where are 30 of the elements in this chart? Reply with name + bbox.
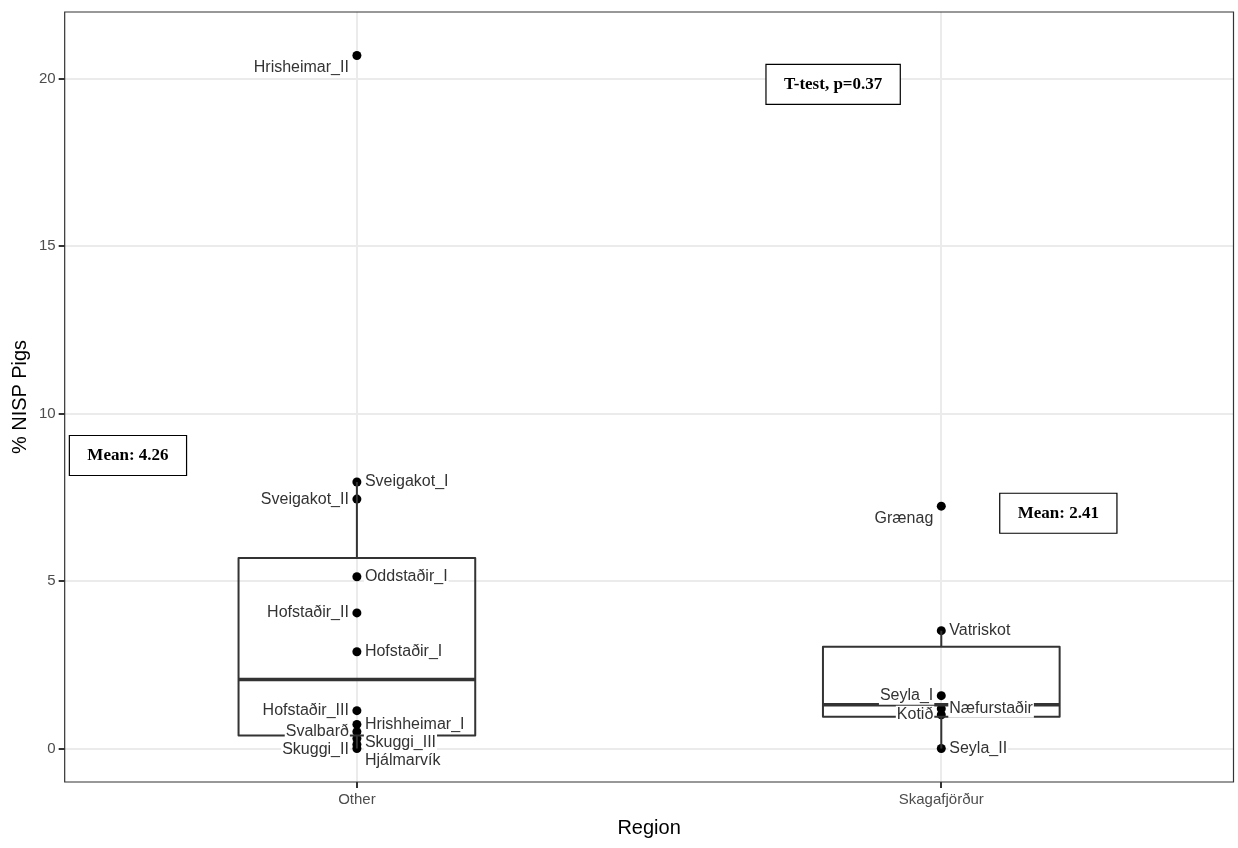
annotation: T-test, p=0.37 [783, 73, 883, 93]
annotation: Hofstaðir_I [364, 642, 443, 661]
y-tick-label: 15 [39, 236, 56, 254]
annotation: Vatriskot [949, 621, 1011, 639]
x-axis-title: Region [617, 815, 681, 838]
annotation: Seyla_I [879, 686, 934, 705]
annotation: Seyla_II [949, 738, 1008, 757]
annotation: Mean: 4.26 [87, 444, 169, 464]
annotation: Hrishheimar_I [364, 714, 465, 733]
annotation: Grænag [874, 508, 934, 526]
y-tick-label: 5 [47, 571, 56, 589]
annotation: Næfurstaðir [949, 699, 1034, 717]
annotation: Hrisheimar_II [253, 57, 349, 76]
annotation: Skuggi_III [364, 732, 437, 751]
annotation: Mean: 2.41 [1017, 502, 1099, 522]
y-axis-title: % NISP Pigs [7, 339, 30, 455]
annotation: Hjálmarvík [364, 750, 442, 768]
annotation: Svalbarð [285, 722, 349, 740]
y-tick-label: 20 [39, 69, 56, 87]
annotation: Hofstaðir_II [267, 603, 349, 622]
annotation: Sveigakot_II [260, 489, 349, 508]
annotation: Oddstaðir_I [364, 567, 448, 586]
annotation: Skuggi_II [282, 740, 349, 759]
x-tick-label: Other [338, 790, 376, 808]
annotation: Sveigakot_I [364, 472, 449, 491]
annotation: Hofstaðir_III [262, 701, 349, 720]
x-tick-label: Skagafjörður [898, 790, 984, 808]
annotation: Kotið [896, 705, 934, 723]
y-tick-label: 0 [47, 738, 56, 756]
y-tick-label: 10 [39, 403, 56, 421]
